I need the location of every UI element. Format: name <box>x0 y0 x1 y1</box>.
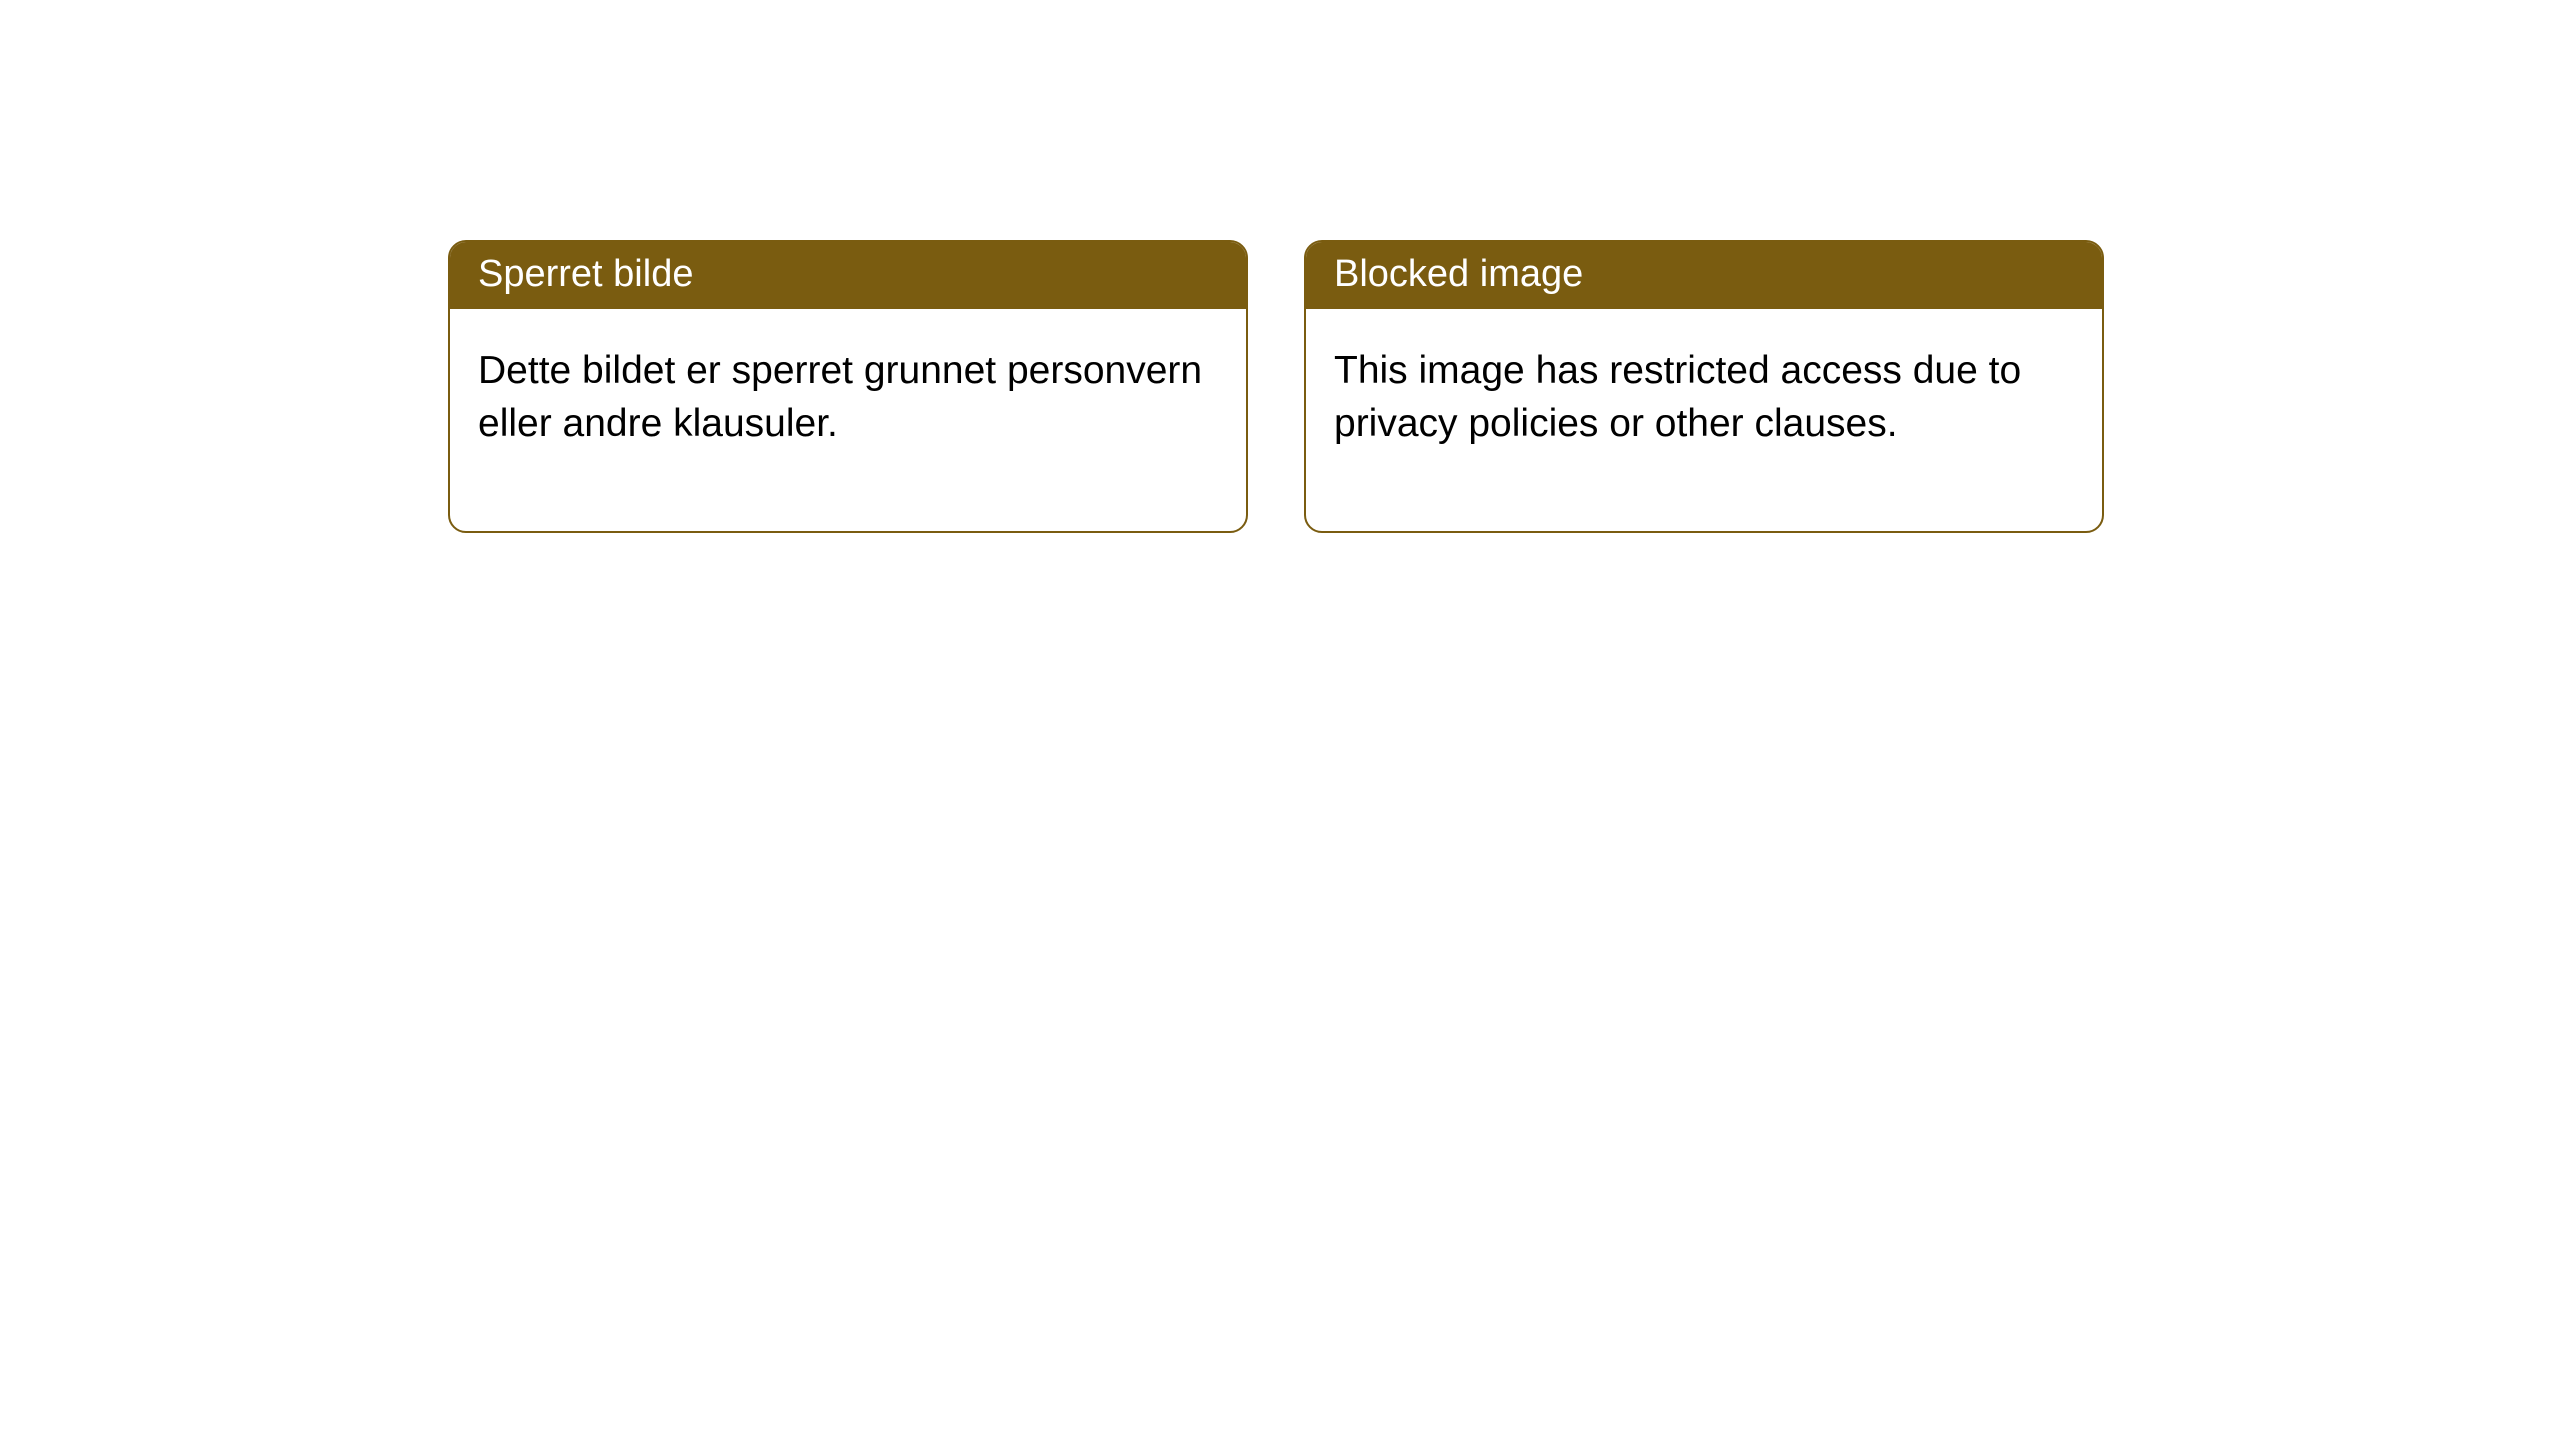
blocked-image-card-en: Blocked image This image has restricted … <box>1304 240 2104 533</box>
card-body-no: Dette bildet er sperret grunnet personve… <box>450 309 1246 530</box>
card-header-no: Sperret bilde <box>450 242 1246 309</box>
blocked-image-card-no: Sperret bilde Dette bildet er sperret gr… <box>448 240 1248 533</box>
card-header-en: Blocked image <box>1306 242 2102 309</box>
notice-container: Sperret bilde Dette bildet er sperret gr… <box>0 0 2560 533</box>
card-body-en: This image has restricted access due to … <box>1306 309 2102 530</box>
